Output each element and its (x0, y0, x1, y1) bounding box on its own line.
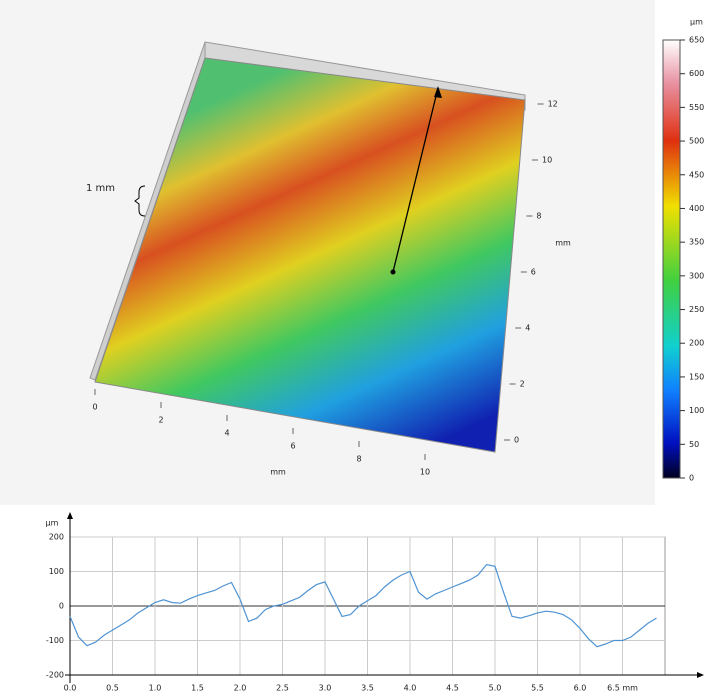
colorbar-tick-label: 0 (689, 474, 694, 483)
y-tick-label: -200 (46, 671, 64, 680)
colorbar (663, 40, 680, 478)
x-tick-label: 6.0 (574, 684, 587, 693)
colorbar-tick-label: 550 (689, 103, 704, 112)
x-tick-label: 10 (420, 468, 430, 477)
colorbar-label: µm (690, 18, 703, 27)
colorbar-tick-label: 600 (689, 69, 704, 78)
colorbar-tick-label: 450 (689, 170, 704, 179)
arrowhead (67, 512, 73, 519)
y-tick-label: 4 (525, 324, 530, 333)
x-tick-label: 4.0 (404, 684, 417, 693)
colorbar-tick-label: 650 (689, 36, 704, 45)
x-tick-label: 6.5 mm (607, 684, 638, 693)
y-tick-label: 6 (531, 268, 536, 277)
figure: 1 mm mm mm µm µm 02468100246810120501001… (0, 0, 708, 694)
annotation: 1 mm (86, 183, 115, 194)
x-tick-label: 2.0 (234, 684, 247, 693)
x-tick-label: 5.0 (489, 684, 502, 693)
y-tick-label: 0 (59, 602, 64, 611)
y-tick-label: 100 (49, 567, 64, 576)
colorbar-tick-label: 300 (689, 271, 704, 280)
x-tick-label: 0.5 (106, 684, 119, 693)
colorbar-tick-label: 50 (689, 440, 699, 449)
x-tick-label: 6 (290, 442, 295, 451)
x-tick-label: 0.0 (64, 684, 77, 693)
colorbar-tick-label: 400 (689, 204, 704, 213)
y-axis-label: mm (555, 239, 571, 248)
y-tick-label: 12 (548, 100, 558, 109)
x-tick-label: 1.0 (149, 684, 162, 693)
y-tick-label: 2 (520, 380, 525, 389)
colorbar-tick-label: 150 (689, 372, 704, 381)
colorbar-tick-label: 500 (689, 137, 704, 146)
x-tick-label: 4.5 (446, 684, 459, 693)
colorbar-tick-label: 250 (689, 305, 704, 314)
arrowhead (697, 672, 704, 678)
x-tick-label: 3.0 (319, 684, 332, 693)
y-tick-label: 200 (49, 533, 64, 542)
y-axis-label: µm (46, 519, 59, 528)
x-tick-label: 8 (356, 455, 361, 464)
x-tick-label: 0 (92, 403, 97, 412)
y-tick-label: 8 (536, 212, 541, 221)
x-tick-label: 2 (158, 416, 163, 425)
colorbar-tick-label: 100 (689, 406, 704, 415)
y-tick-label: -100 (46, 636, 64, 645)
y-tick-label: 0 (514, 436, 519, 445)
colorbar-tick-label: 200 (689, 339, 704, 348)
colorbar-tick-label: 350 (689, 238, 704, 247)
x-tick-label: 3.5 (361, 684, 374, 693)
x-axis-label: mm (270, 468, 286, 477)
y-tick-label: 10 (542, 156, 552, 165)
x-tick-label: 4 (224, 429, 229, 438)
x-tick-label: 1.5 (191, 684, 204, 693)
x-tick-label: 5.5 (531, 684, 544, 693)
x-tick-label: 2.5 (276, 684, 289, 693)
profile-start (391, 270, 396, 275)
